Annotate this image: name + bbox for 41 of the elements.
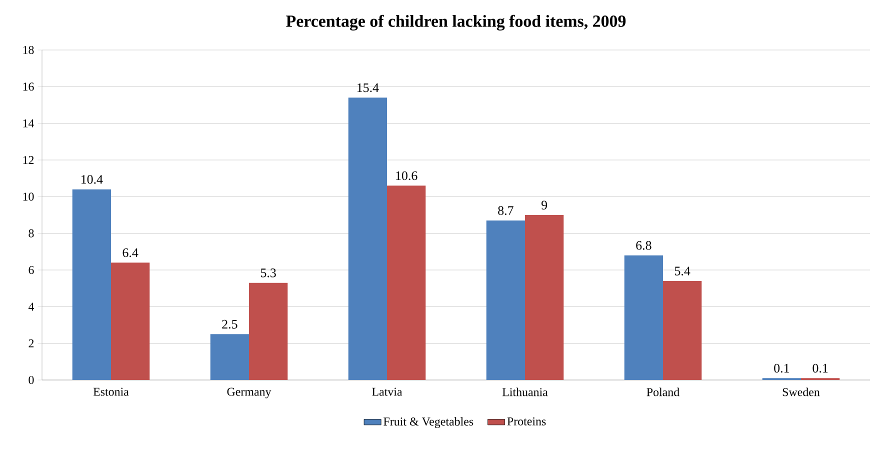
data-label: 6.8 — [636, 241, 652, 250]
y-tick-label: 10 — [23, 192, 34, 201]
data-label: 9 — [542, 200, 548, 210]
y-tick-label: 14 — [23, 119, 34, 128]
bar — [111, 262, 150, 380]
legend-label: Fruit & Vegetables — [384, 417, 474, 428]
x-tick-label: Poland — [646, 388, 680, 396]
bar — [348, 98, 387, 380]
y-tick-label: 4 — [28, 302, 34, 311]
bar — [210, 334, 249, 380]
bar — [624, 255, 664, 380]
legend-label: Proteins — [507, 417, 546, 426]
bar — [72, 189, 111, 380]
y-tick-label: 2 — [28, 339, 34, 348]
bar — [663, 281, 702, 380]
y-tick-label: 8 — [28, 229, 34, 238]
x-tick-label: Germany — [227, 388, 272, 398]
x-tick-label: Latvia — [372, 388, 402, 396]
y-tick-label: 12 — [23, 156, 34, 164]
x-tick-label: Estonia — [93, 388, 129, 396]
data-label: 10.6 — [396, 171, 418, 180]
data-label: 5.4 — [674, 266, 690, 276]
y-tick-label: 6 — [28, 266, 34, 274]
data-label: 6.4 — [122, 248, 138, 258]
bar — [486, 220, 525, 380]
data-label: 15.4 — [357, 83, 379, 92]
data-label: 2.5 — [222, 320, 238, 329]
data-label: 5.3 — [260, 268, 276, 278]
y-tick-label: 16 — [23, 82, 34, 91]
data-label: 10.4 — [81, 175, 103, 184]
data-label: 0.1 — [774, 364, 790, 373]
bar — [525, 215, 564, 380]
data-label: 0.1 — [812, 364, 828, 373]
y-tick-label: 0 — [28, 376, 34, 384]
bar — [249, 282, 288, 380]
x-tick-label: Sweden — [782, 388, 820, 396]
chart-title: Percentage of children lacking food items, 2009 — [286, 14, 626, 30]
data-label: 8.7 — [498, 206, 514, 215]
x-tick-label: Lithuania — [502, 388, 548, 396]
bar — [387, 186, 426, 380]
y-tick-label: 18 — [23, 46, 34, 54]
